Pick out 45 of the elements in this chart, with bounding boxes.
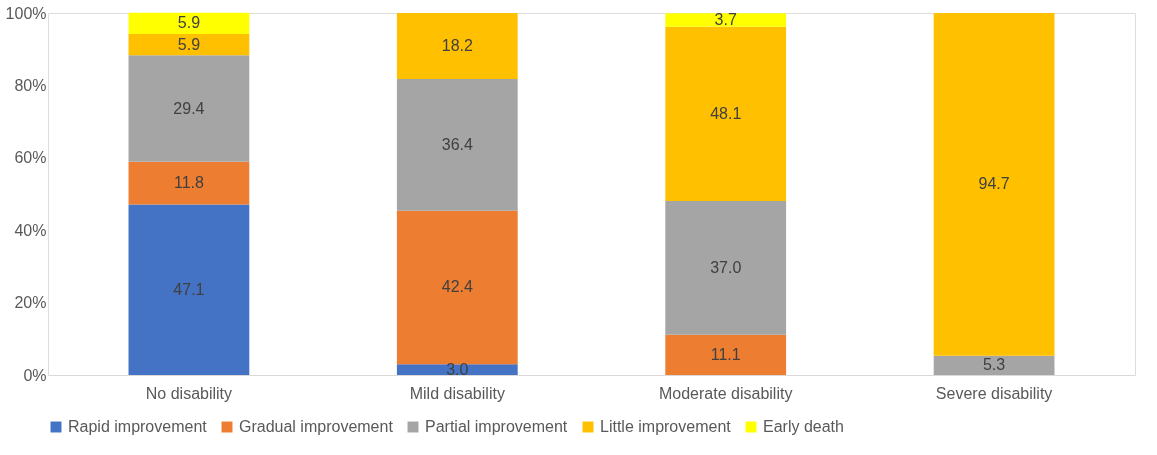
y-tick-label: 60% — [14, 149, 47, 167]
x-tick-label: No disability — [145, 384, 233, 402]
data-label: 48.1 — [710, 104, 742, 122]
bar — [396, 13, 518, 79]
bar — [128, 34, 250, 56]
bar — [128, 204, 250, 375]
data-label: 11.1 — [710, 345, 741, 363]
data-label: 3.0 — [446, 360, 469, 378]
y-tick-label: 100% — [5, 4, 47, 22]
x-tick-label: Moderate disability — [658, 384, 793, 402]
bar — [396, 210, 518, 365]
bar — [665, 200, 787, 335]
data-label: 18.2 — [441, 36, 473, 54]
y-tick-label: 40% — [14, 221, 47, 239]
data-label: 5.9 — [177, 14, 201, 32]
legend-label: Little improvement — [600, 418, 732, 435]
data-label: 11.8 — [173, 174, 204, 192]
data-label: 5.3 — [982, 356, 1006, 374]
legend-label: Gradual improvement — [239, 418, 394, 435]
data-label: 42.4 — [441, 278, 473, 296]
data-label: 29.4 — [173, 99, 205, 117]
bar — [396, 364, 518, 375]
bar — [665, 26, 787, 201]
legend-label: Rapid improvement — [68, 418, 208, 435]
data-label: 36.4 — [441, 135, 473, 153]
bar — [396, 78, 518, 211]
y-tick-label: 20% — [14, 294, 47, 312]
y-tick-label: 80% — [14, 76, 47, 94]
legend-label: Partial improvement — [425, 418, 568, 435]
y-tick-label: 0% — [23, 366, 47, 384]
bar — [665, 13, 787, 27]
bar — [128, 12, 250, 34]
data-label: 94.7 — [978, 175, 1010, 193]
x-tick-label: Severe disability — [935, 384, 1053, 402]
bar — [665, 334, 787, 375]
x-tick-label: Mild disability — [409, 384, 505, 402]
bar — [933, 355, 1055, 375]
data-label: 47.1 — [173, 280, 205, 298]
bar — [128, 55, 250, 162]
legend-label: Early death — [763, 418, 844, 435]
bar — [933, 13, 1055, 356]
data-label: 3.7 — [714, 11, 737, 29]
data-label: 37.0 — [710, 258, 742, 276]
bar — [128, 161, 250, 205]
data-label: 5.9 — [177, 35, 201, 53]
